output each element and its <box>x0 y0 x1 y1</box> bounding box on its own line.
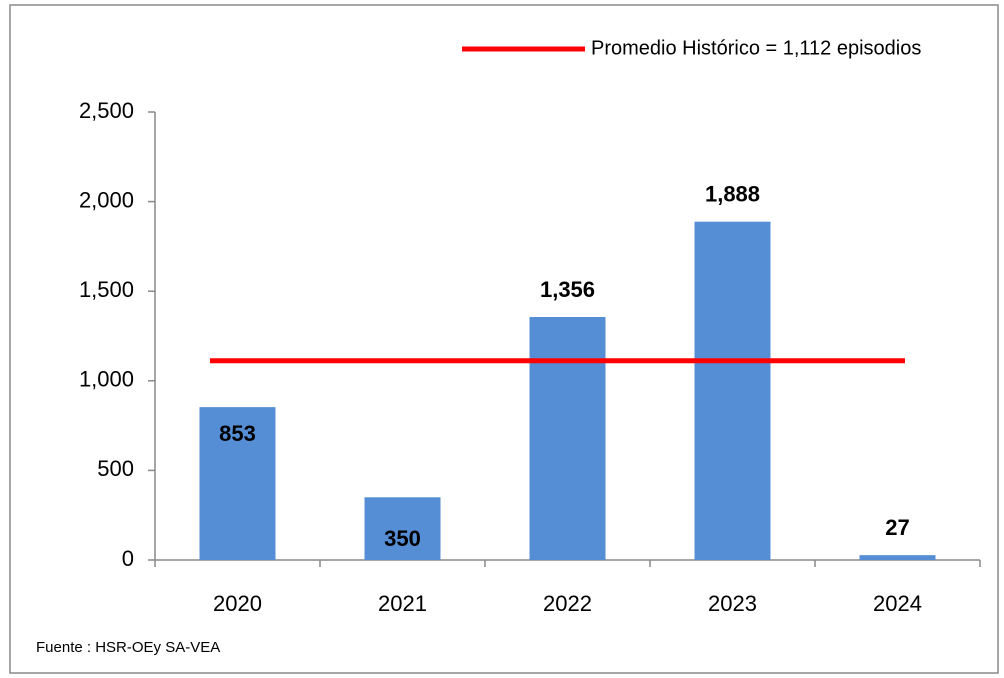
y-tick-label: 2,000 <box>79 187 134 212</box>
x-tick-label: 2020 <box>213 591 262 616</box>
source-note: Fuente : HSR-OEy SA-VEA <box>36 639 220 656</box>
x-tick-label: 2023 <box>708 591 757 616</box>
x-tick-label: 2022 <box>543 591 592 616</box>
y-tick-label: 1,000 <box>79 367 134 392</box>
x-tick-label: 2024 <box>873 591 922 616</box>
value-label: 1,888 <box>705 181 760 206</box>
value-label: 350 <box>384 526 421 551</box>
chart-frame <box>9 4 999 674</box>
value-label: 27 <box>885 515 909 540</box>
x-tick-label: 2021 <box>378 591 427 616</box>
y-tick-label: 0 <box>122 546 134 571</box>
y-tick-label: 500 <box>97 456 134 481</box>
bar <box>694 221 771 560</box>
y-tick-label: 1,500 <box>79 277 134 302</box>
bar <box>859 555 936 560</box>
bar <box>529 317 606 560</box>
y-tick-label: 2,500 <box>79 98 134 123</box>
value-label: 853 <box>219 421 256 446</box>
bar <box>199 407 276 560</box>
legend-label: Promedio Histórico = 1,112 episodios <box>591 37 921 59</box>
bar <box>364 497 441 560</box>
value-label: 1,356 <box>540 277 595 302</box>
